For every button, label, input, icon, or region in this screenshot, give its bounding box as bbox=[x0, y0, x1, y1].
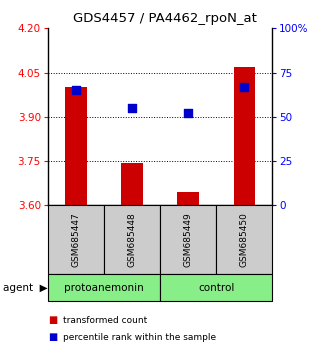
Text: transformed count: transformed count bbox=[63, 316, 147, 325]
Point bbox=[185, 110, 191, 116]
Bar bbox=[178, 192, 199, 205]
Text: GSM685450: GSM685450 bbox=[240, 212, 249, 267]
Text: protoanemonin: protoanemonin bbox=[64, 282, 144, 293]
Text: GSM685449: GSM685449 bbox=[183, 212, 193, 267]
Bar bbox=[121, 162, 143, 205]
Point bbox=[73, 87, 79, 93]
Text: ■: ■ bbox=[48, 332, 57, 342]
Text: GSM685447: GSM685447 bbox=[71, 212, 81, 267]
Point bbox=[242, 84, 247, 90]
Point bbox=[129, 105, 135, 111]
Text: control: control bbox=[198, 282, 234, 293]
Text: percentile rank within the sample: percentile rank within the sample bbox=[63, 333, 216, 342]
Bar bbox=[234, 67, 255, 205]
Text: GDS4457 / PA4462_rpoN_at: GDS4457 / PA4462_rpoN_at bbox=[73, 12, 257, 25]
Text: ■: ■ bbox=[48, 315, 57, 325]
Text: GSM685448: GSM685448 bbox=[127, 212, 137, 267]
Bar bbox=[65, 87, 86, 205]
Text: agent  ▶: agent ▶ bbox=[3, 282, 48, 293]
